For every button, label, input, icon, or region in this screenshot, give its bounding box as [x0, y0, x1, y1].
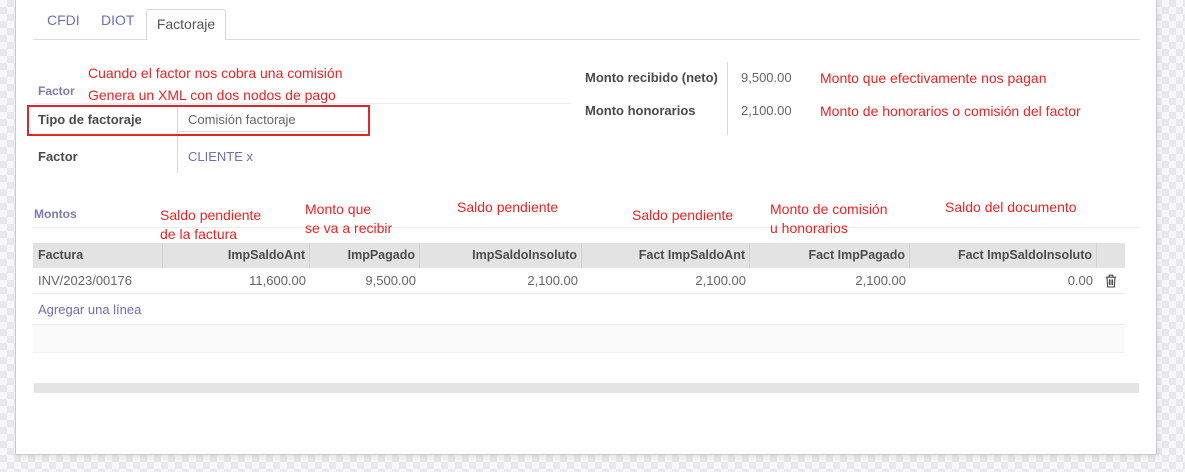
factor-group-separator — [177, 107, 178, 173]
annotation-impsaldoinsoluto: Saldo pendiente — [457, 199, 559, 215]
annotation-fact-imppagado-line1: Monto de comisión — [770, 201, 888, 217]
highlight-box-tipo-factoraje — [27, 105, 370, 136]
table-row[interactable]: INV/2023/00176 11,600.00 9,500.00 2,100.… — [33, 268, 1125, 294]
annotation-top-line2: Genera un XML con dos nodos de pago — [88, 87, 336, 103]
monto-honorarios-value[interactable]: 2,100.00 — [741, 103, 792, 118]
annotation-monto-honorarios: Monto de honorarios o comisión del facto… — [820, 103, 1081, 119]
factor-value-link[interactable]: CLIENTE x — [188, 149, 254, 164]
header-impsaldoinsoluto: ImpSaldoInsoluto — [420, 243, 582, 268]
trash-icon — [1105, 274, 1117, 288]
montos-group-title: Montos — [34, 207, 77, 221]
cell-impsaldoant[interactable]: 11,600.00 — [249, 273, 306, 288]
cell-impsaldoinsoluto[interactable]: 2,100.00 — [527, 273, 578, 288]
header-fact-impsaldoinsoluto: Fact ImpSaldoInsoluto — [910, 243, 1097, 268]
cell-imppagado[interactable]: 9,500.00 — [365, 273, 416, 288]
factor-group-underline — [33, 103, 570, 104]
annotation-fact-imppagado: Monto de comisión u honorarios — [770, 200, 888, 238]
monto-honorarios-label: Monto honorarios — [585, 103, 696, 118]
annotation-fact-imppagado-line2: u honorarios — [770, 220, 848, 236]
annotation-impsaldoant-line1: Saldo pendiente — [160, 207, 262, 223]
annotation-imppagado: Monto que se va a recibir — [305, 200, 392, 238]
cell-fact-impsaldoant[interactable]: 2,100.00 — [695, 273, 746, 288]
horizontal-scrollbar[interactable] — [34, 383, 1139, 393]
annotation-top-line1: Cuando el factor nos cobra una comisión — [88, 65, 343, 81]
add-line-link[interactable]: Agregar una línea — [38, 302, 142, 317]
header-fact-imppagado: Fact ImpPagado — [750, 243, 910, 268]
tabbar-underline — [33, 39, 1140, 40]
amounts-group-separator — [727, 62, 728, 135]
tipo-factoraje-input-underline — [179, 131, 367, 132]
montos-table-header: Factura ImpSaldoAnt ImpPagado ImpSaldoIn… — [33, 243, 1125, 268]
montos-group-underline — [33, 227, 1140, 228]
annotation-imppagado-line1: Monto que — [305, 201, 372, 217]
annotation-monto-recibido: Monto que efectivamente nos pagan — [820, 70, 1047, 86]
annotation-impsaldoant-line2: de la factura — [160, 226, 238, 242]
factor-group-title: Factor — [38, 84, 75, 98]
cell-factura[interactable]: INV/2023/00176 — [38, 273, 132, 288]
tab-diot[interactable]: DIOT — [101, 12, 135, 28]
cell-fact-imppagado[interactable]: 2,100.00 — [855, 273, 906, 288]
header-impsaldoant: ImpSaldoAnt — [163, 243, 310, 268]
header-actions — [1097, 243, 1125, 268]
tipo-factoraje-label: Tipo de factoraje — [38, 112, 142, 127]
cell-fact-impsaldoinsoluto[interactable]: 0.00 — [1067, 273, 1093, 288]
header-fact-impsaldoant: Fact ImpSaldoAnt — [582, 243, 750, 268]
tab-cfdi[interactable]: CFDI — [47, 12, 80, 28]
empty-table-row — [33, 326, 1125, 353]
tipo-factoraje-select[interactable]: Comisión factoraje — [188, 112, 296, 127]
annotation-fact-impsaldoinsoluto: Saldo del documento — [945, 199, 1077, 215]
annotation-imppagado-line2: se va a recibir — [305, 220, 393, 236]
annotation-impsaldoant: Saldo pendiente de la factura — [160, 206, 261, 244]
tab-factoraje-active[interactable]: Factoraje — [146, 9, 226, 40]
monto-recibido-label: Monto recibido (neto) — [585, 70, 718, 85]
delete-row-button[interactable] — [1097, 268, 1125, 293]
annotation-fact-impsaldoant: Saldo pendiente — [632, 207, 734, 223]
add-line-row: Agregar una línea — [33, 294, 1125, 325]
monto-recibido-value[interactable]: 9,500.00 — [741, 70, 792, 85]
header-factura: Factura — [33, 243, 163, 268]
header-imppagado: ImpPagado — [310, 243, 420, 268]
factor-field-label: Factor — [38, 149, 78, 164]
